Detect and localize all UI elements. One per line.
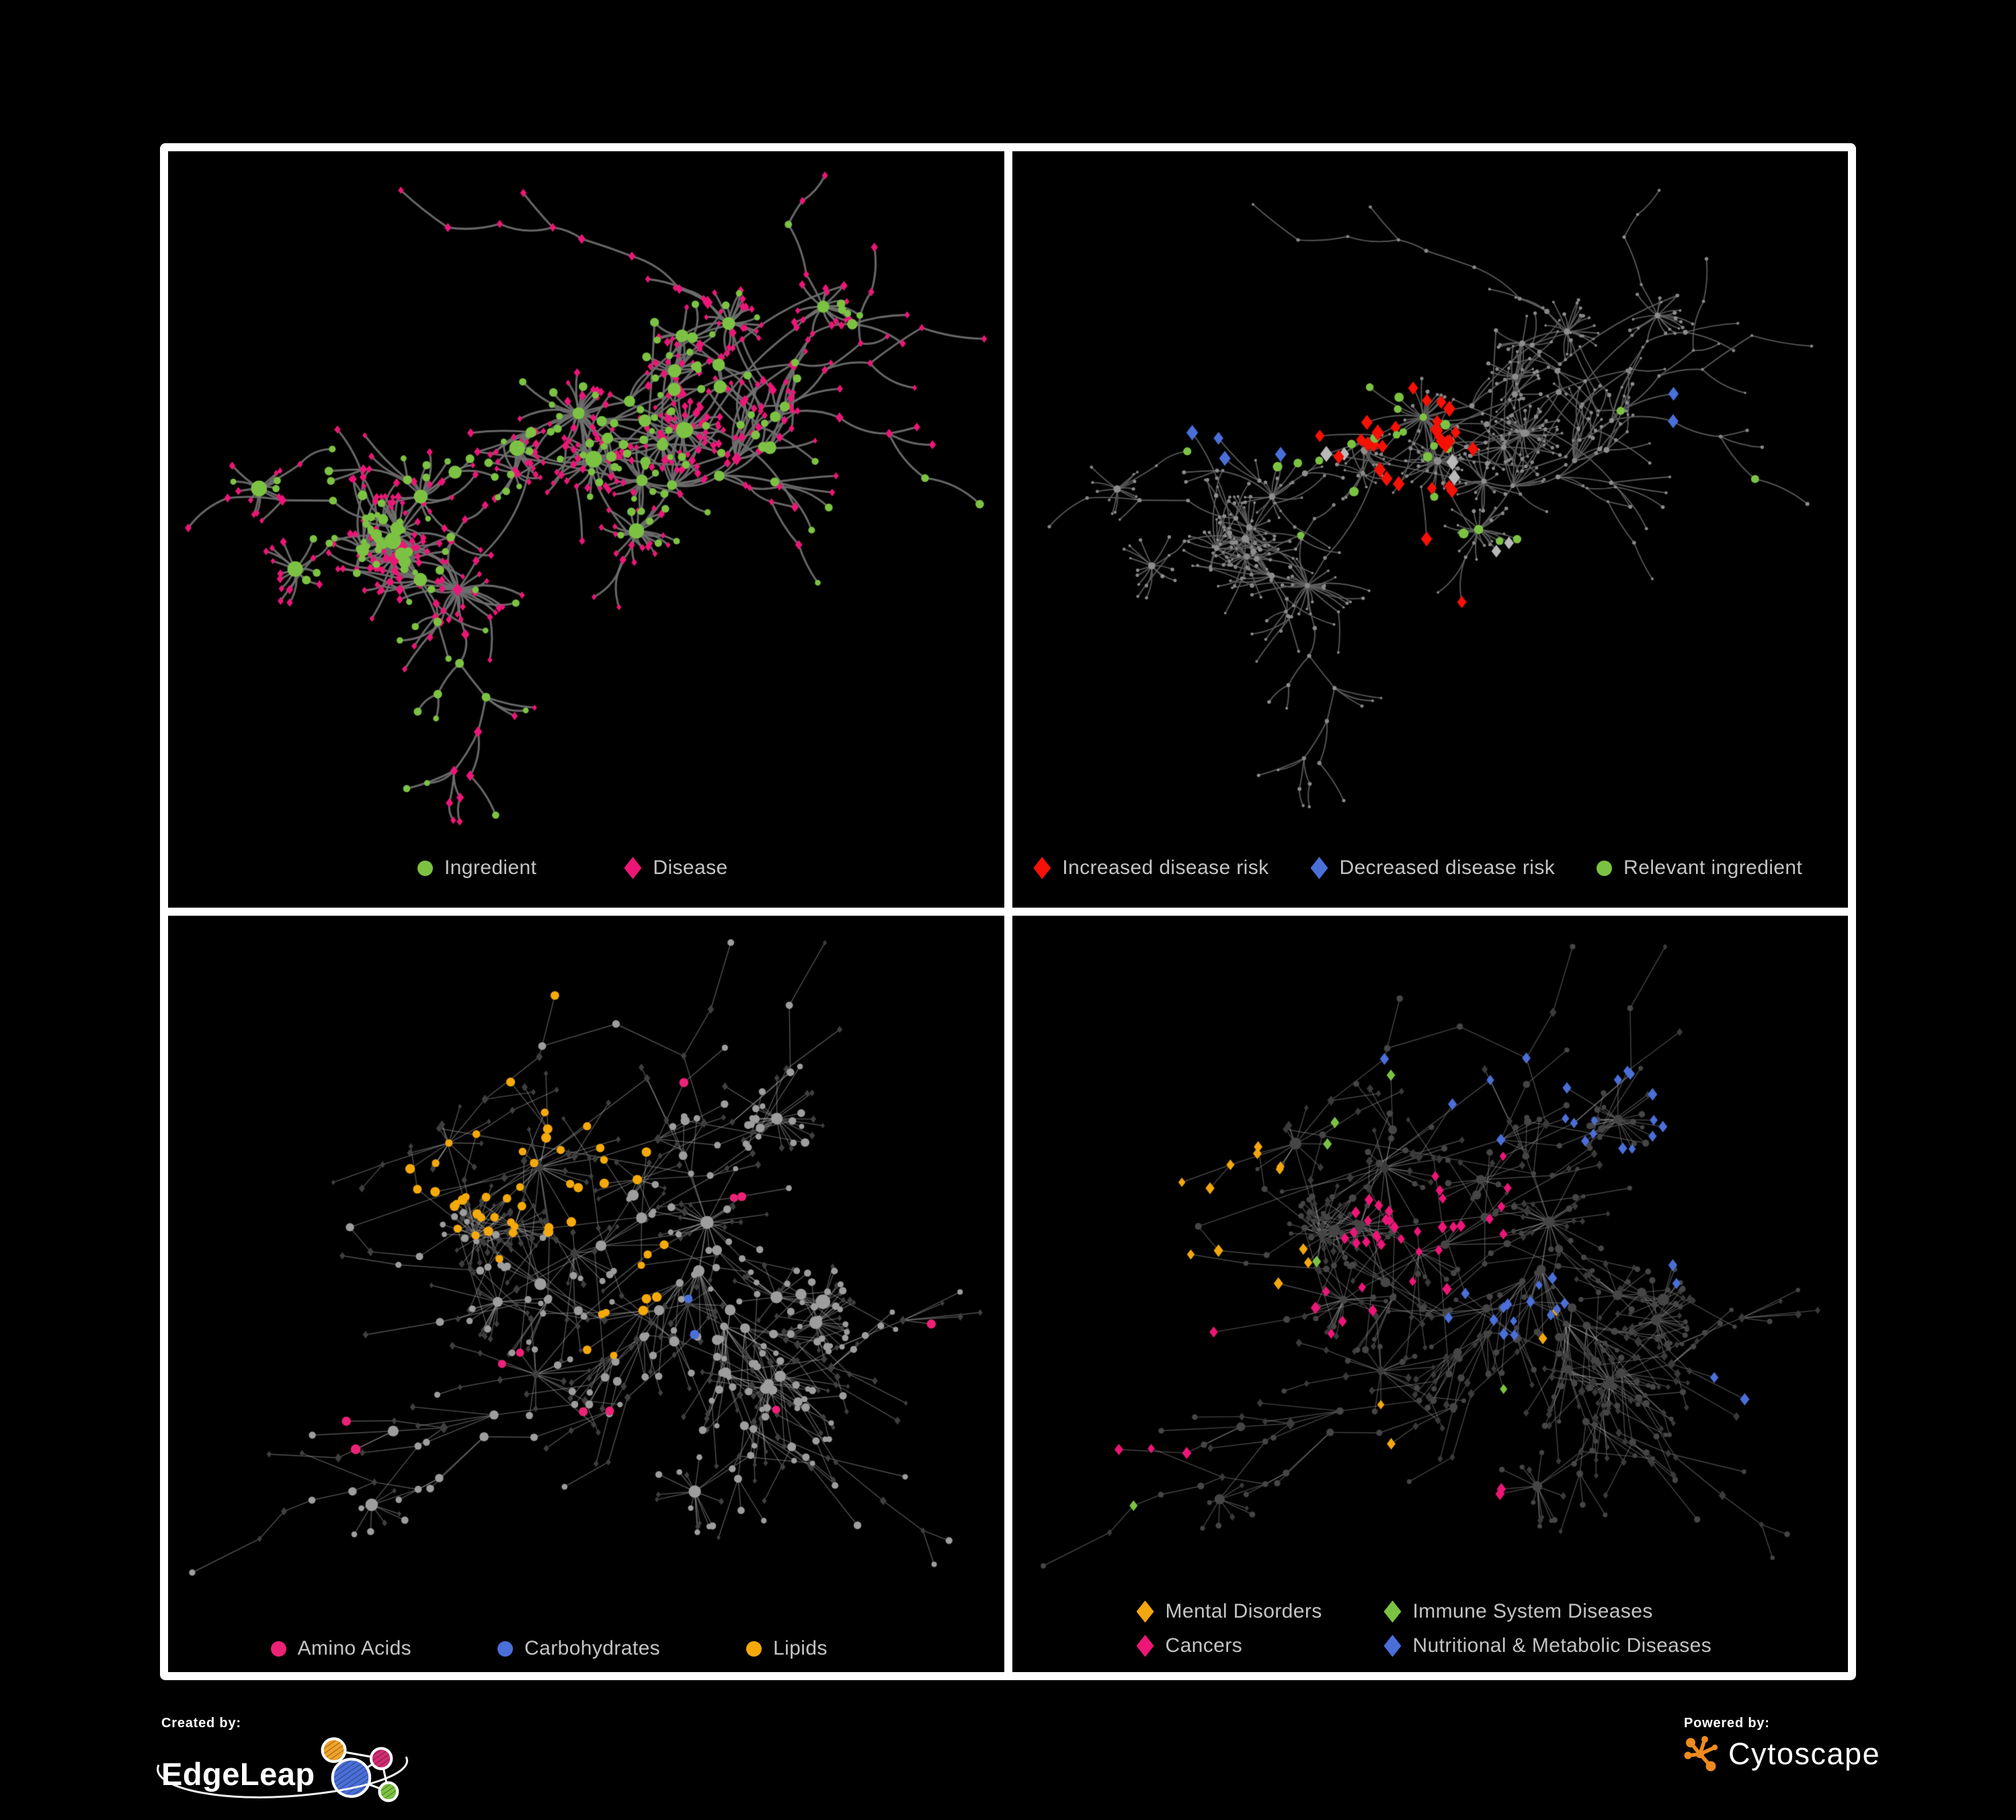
cytoscape-wordmark: Cytoscape	[1728, 1736, 1881, 1771]
panel-ingredient-disease: Ingredient Disease	[168, 151, 1004, 908]
mental-disorders-diamond-marker	[1136, 1600, 1154, 1623]
edgeleap-wordmark: EdgeLeap	[161, 1755, 315, 1792]
edgeleap-logo-icon	[321, 1737, 399, 1803]
panel-grid: Ingredient Disease Increased disease risk…	[160, 143, 1856, 1680]
legend-item-immune-system-diseases: Immune System Diseases	[1383, 1600, 1712, 1623]
legend-item-lipids: Lipids	[746, 1637, 828, 1660]
increased-disease-risk-diamond-marker	[1033, 857, 1051, 879]
legend-label: Immune System Diseases	[1412, 1600, 1653, 1622]
powered-by-block: Powered by: Cytosc	[1684, 1716, 1880, 1773]
panel-nutrient-classes: Amino Acids Carbohydrates Lipids	[168, 916, 1004, 1672]
panel-disease-classes: Mental Disorders Immune System Diseases Ca…	[1012, 916, 1849, 1672]
legend-item-disease: Disease	[624, 857, 727, 879]
legend-label: Lipids	[773, 1637, 828, 1659]
panel-disease-risk: Increased disease risk Decreased disease …	[1012, 151, 1848, 908]
legend-disease-risk: Increased disease risk Decreased disease …	[1012, 857, 1837, 879]
cytoscape-logo-icon	[1684, 1736, 1718, 1772]
carbohydrates-circle-marker	[497, 1640, 514, 1657]
legend-label: Increased disease risk	[1062, 857, 1269, 879]
ingredient-circle-marker	[417, 860, 433, 876]
legend-label: Amino Acids	[297, 1637, 412, 1659]
lipids-circle-marker	[746, 1640, 762, 1657]
legend-label: Relevant ingredient	[1623, 857, 1803, 879]
cancers-diamond-marker	[1136, 1634, 1154, 1657]
legend-label: Disease	[653, 857, 728, 879]
legend-item-mental-disorders: Mental Disorders	[1136, 1600, 1384, 1623]
legend-label: Nutritional & Metabolic Diseases	[1412, 1634, 1712, 1657]
legend-item-cancers: Cancers	[1136, 1634, 1384, 1657]
legend-item-increased-disease-risk: Increased disease risk	[1033, 857, 1268, 879]
powered-by-label: Powered by:	[1684, 1716, 1770, 1731]
legend-disease-classes: Mental Disorders Immune System Diseases Ca…	[1012, 1600, 1849, 1657]
network-disease-classes	[1012, 916, 1848, 1672]
legend-label: Decreased disease risk	[1339, 857, 1556, 879]
relevant-ingredient-circle-marker	[1597, 860, 1613, 876]
nutritional-metabolic-diseases-diamond-marker	[1383, 1634, 1402, 1657]
legend-item-ingredient: Ingredient	[417, 857, 536, 879]
legend-ingredient-disease: Ingredient Disease	[168, 857, 991, 879]
legend-label: Cancers	[1165, 1634, 1243, 1657]
amino-acids-circle-marker	[270, 1640, 286, 1657]
legend-label: Ingredient	[444, 857, 537, 879]
disease-diamond-marker	[624, 857, 642, 879]
legend-item-nutritional-metabolic-diseases: Nutritional & Metabolic Diseases	[1383, 1634, 1712, 1657]
edgeleap-brand-row: EdgeLeap	[157, 1734, 416, 1813]
legend-nutrient-classes: Amino Acids Carbohydrates Lipids	[168, 1637, 967, 1660]
legend-label: Carbohydrates	[524, 1637, 661, 1659]
legend-item-relevant-ingredient: Relevant ingredient	[1597, 857, 1802, 879]
network-ingredient-disease	[168, 151, 1004, 908]
legend-item-carbohydrates: Carbohydrates	[497, 1637, 660, 1660]
cytoscape-brand-row: Cytoscape	[1684, 1734, 1880, 1773]
immune-system-diseases-diamond-marker	[1383, 1600, 1402, 1623]
legend-label: Mental Disorders	[1165, 1600, 1322, 1622]
legend-item-decreased-disease-risk: Decreased disease risk	[1310, 857, 1556, 879]
created-by-block: Created by: EdgeLeap	[157, 1716, 416, 1813]
decreased-disease-risk-diamond-marker	[1310, 857, 1328, 879]
legend-item-amino-acids: Amino Acids	[270, 1637, 412, 1660]
created-by-label: Created by:	[161, 1716, 241, 1731]
network-disease-risk	[1012, 151, 1848, 908]
network-nutrient-classes	[168, 916, 1004, 1672]
